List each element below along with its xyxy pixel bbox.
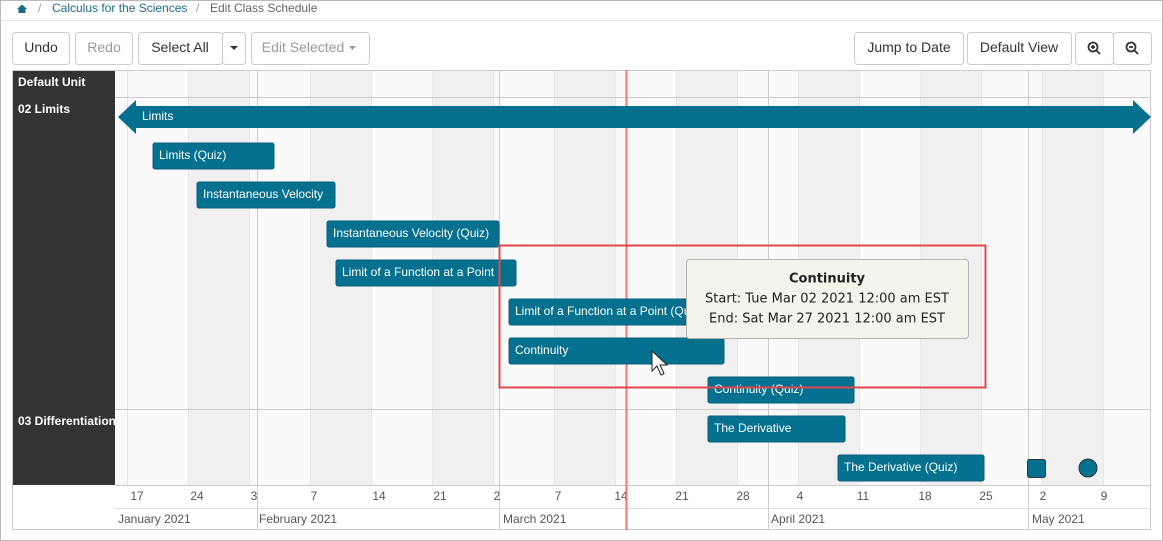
tooltip bbox=[686, 259, 969, 339]
home-icon[interactable] bbox=[17, 4, 27, 14]
bar-label: Continuity bbox=[515, 343, 568, 357]
milestone-circle[interactable] bbox=[1078, 458, 1098, 478]
unit-label: Default Unit bbox=[18, 75, 85, 89]
unit-span-bar[interactable] bbox=[118, 100, 1151, 134]
tooltip-start: Start: Tue Mar 02 2021 12:00 am EST bbox=[705, 292, 949, 307]
week-stripe bbox=[188, 70, 249, 485]
button-label: Jump to Date bbox=[867, 39, 950, 55]
tooltip-title: Continuity bbox=[789, 272, 866, 287]
activity-bar[interactable] bbox=[707, 415, 846, 443]
timeline: Default Unit 02 Limits 03 Differentiation 1… bbox=[12, 70, 1151, 530]
unit-label: 02 Limits bbox=[18, 102, 70, 116]
zoom-in-icon bbox=[1087, 41, 1101, 55]
activity-bar[interactable] bbox=[837, 454, 985, 482]
button-label: Default View bbox=[980, 39, 1059, 55]
overlay: Continuity Start: Tue Mar 02 2021 12:00 a… bbox=[498, 244, 987, 389]
redo-button[interactable] bbox=[75, 32, 133, 65]
month-label: February 2021 bbox=[259, 512, 337, 526]
day-tick-label: 17 bbox=[130, 489, 144, 503]
bar-label: Continuity (Quiz) bbox=[714, 382, 803, 396]
activity-bar[interactable] bbox=[152, 142, 275, 170]
day-tick-label: 4 bbox=[797, 489, 804, 503]
week-stripe bbox=[554, 70, 615, 485]
month-label: January 2021 bbox=[118, 512, 191, 526]
day-tick-label: 21 bbox=[675, 489, 689, 503]
jump-to-date-button[interactable] bbox=[854, 32, 964, 65]
bar-label: Limits bbox=[142, 109, 173, 123]
month-label: May 2021 bbox=[1032, 512, 1085, 526]
zoom-out-icon bbox=[1125, 41, 1139, 55]
day-tick-label: 24 bbox=[190, 489, 204, 503]
breadcrumb-link[interactable]: Calculus for the Sciences bbox=[52, 1, 187, 15]
day-tick-label: 14 bbox=[372, 489, 386, 503]
separator: / bbox=[196, 1, 200, 15]
button-label: Undo bbox=[24, 39, 58, 55]
edit-selected-button[interactable] bbox=[251, 32, 370, 65]
zoom-out-button[interactable] bbox=[1113, 32, 1152, 65]
day-tick-label: 18 bbox=[918, 489, 932, 503]
day-tick-label: 3 bbox=[251, 489, 258, 503]
unit-label: 03 Differentiation bbox=[18, 414, 116, 428]
month-label: March 2021 bbox=[503, 512, 567, 526]
bar-label: Instantaneous Velocity bbox=[203, 187, 323, 201]
day-tick-label: 14 bbox=[614, 489, 628, 503]
day-tick-label: 21 bbox=[433, 489, 447, 503]
button-label: Edit Selected bbox=[262, 39, 345, 55]
activity-bar[interactable] bbox=[196, 181, 336, 209]
activity-bar[interactable] bbox=[335, 259, 517, 287]
default-view-button[interactable] bbox=[967, 32, 1072, 65]
bar-label: The Derivative bbox=[714, 421, 792, 435]
caret bbox=[230, 46, 238, 50]
day-tick-label: 7 bbox=[311, 489, 318, 503]
unit-label-cell bbox=[12, 97, 115, 409]
breadcrumb-current: Edit Class Schedule bbox=[210, 1, 318, 15]
month-label: April 2021 bbox=[771, 512, 825, 526]
day-tick-label: 9 bbox=[1101, 489, 1108, 503]
activity-bar[interactable] bbox=[508, 337, 725, 365]
highlight-box bbox=[498, 244, 987, 389]
mouse-cursor bbox=[651, 349, 669, 376]
unit-label-cell bbox=[12, 70, 115, 97]
activity-bar[interactable] bbox=[326, 220, 500, 248]
grid-border bbox=[12, 70, 1151, 530]
day-tick-label: 2 bbox=[1040, 489, 1047, 503]
bar-label: Limits (Quiz) bbox=[159, 148, 226, 162]
tooltip-end: End: Sat Mar 27 2021 12:00 am EST bbox=[709, 312, 945, 327]
day-tick-label: 7 bbox=[555, 489, 562, 503]
bar-label: The Derivative (Quiz) bbox=[844, 460, 957, 474]
undo-button[interactable] bbox=[12, 32, 70, 65]
day-tick-label: 25 bbox=[979, 489, 993, 503]
milestone-square[interactable] bbox=[1027, 459, 1046, 478]
bar-label: Limit of a Function at a Point bbox=[342, 265, 495, 279]
unit-label-cell bbox=[12, 409, 115, 485]
separator: / bbox=[38, 1, 42, 15]
day-tick-label: 28 bbox=[736, 489, 750, 503]
activity-bar[interactable] bbox=[707, 376, 855, 404]
day-tick-label: 11 bbox=[857, 489, 870, 503]
button-label: Redo bbox=[87, 39, 121, 55]
timeline-bg bbox=[115, 70, 1151, 485]
button-label: Select All bbox=[151, 39, 209, 55]
week-stripe bbox=[1042, 70, 1103, 485]
bar-label: Instantaneous Velocity (Quiz) bbox=[333, 226, 489, 240]
zoom-in-button[interactable] bbox=[1075, 32, 1114, 65]
caret bbox=[349, 46, 356, 50]
bar-label: Limit of a Function at a Point (Quiz) bbox=[515, 304, 703, 318]
day-tick-label: 2 bbox=[494, 489, 501, 503]
